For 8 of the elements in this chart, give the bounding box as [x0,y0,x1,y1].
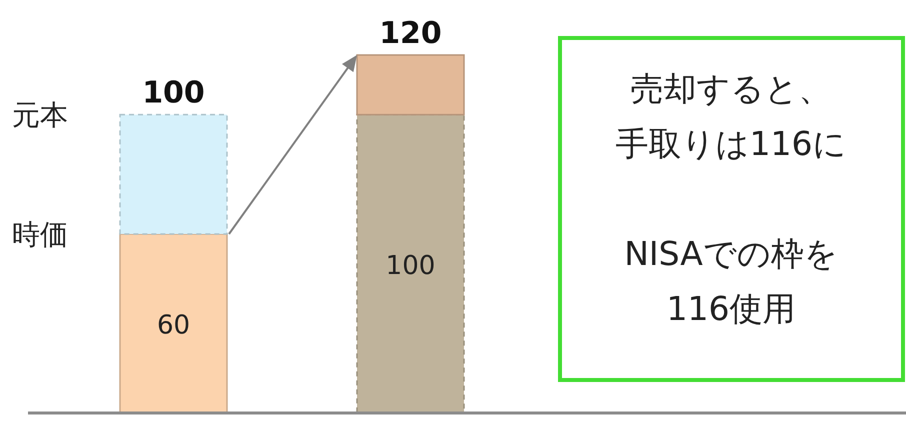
total-label: 120 [379,16,442,51]
annotation: 元本 [12,98,68,132]
text: 売却すると、手取りは116に [616,69,846,163]
total-label: 100 [142,76,205,111]
annotation: 時価 [12,218,68,251]
text: NISAでの枠を116使用 [624,234,838,328]
data-label: 60 [156,310,190,340]
data-label: 100 [386,250,436,281]
